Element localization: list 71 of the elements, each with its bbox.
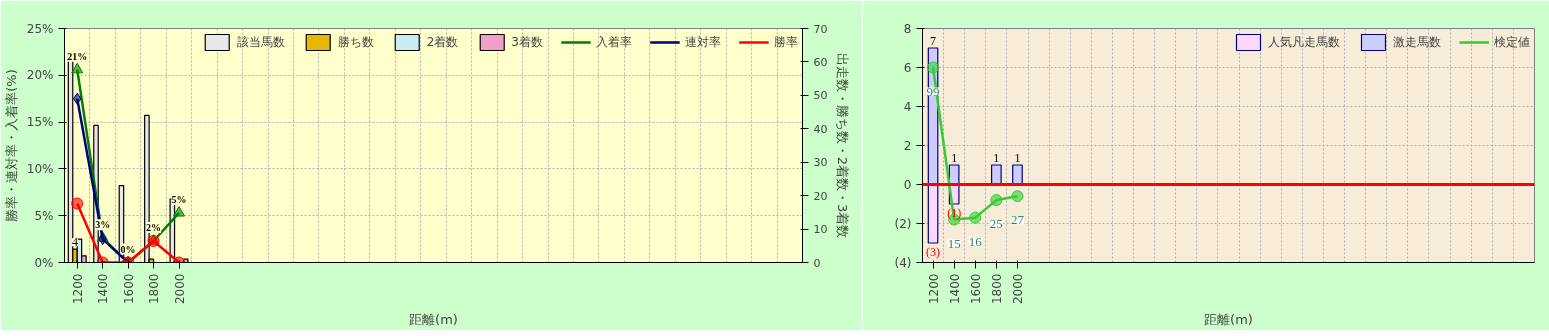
x-axis-title: 距離(m) bbox=[409, 312, 458, 328]
data-label: 1 bbox=[1014, 151, 1021, 165]
y-tick-label: 20% bbox=[26, 68, 54, 83]
x-tick-label: 1400 bbox=[947, 273, 962, 305]
data-label: 1 bbox=[993, 151, 1000, 165]
y2-tick-label: 20 bbox=[813, 189, 828, 203]
y-tick-label: 25% bbox=[26, 21, 54, 36]
y2-tick-label: 10 bbox=[813, 223, 828, 237]
y-tick-label: 4 bbox=[903, 99, 912, 114]
annotation: 99 bbox=[926, 83, 940, 99]
x-tick-label: 1400 bbox=[96, 273, 111, 305]
x-tick-label: 2000 bbox=[172, 273, 187, 305]
data-label: 1 bbox=[951, 151, 958, 165]
y2-tick-label: 50 bbox=[813, 89, 828, 103]
x-tick-label: 1600 bbox=[121, 273, 136, 305]
data-label: 2% bbox=[146, 221, 162, 233]
legend-label: 2着数 bbox=[426, 33, 459, 51]
point bbox=[969, 211, 982, 224]
point bbox=[71, 62, 84, 74]
bar bbox=[991, 164, 1002, 186]
point bbox=[927, 61, 940, 74]
annotation: 16 bbox=[968, 233, 983, 249]
legend-label: 入着率 bbox=[596, 33, 632, 51]
legend-label: 人気凡走馬数 bbox=[1268, 33, 1340, 51]
bar bbox=[1012, 164, 1023, 186]
y2-tick-label: 40 bbox=[813, 122, 828, 136]
point bbox=[1011, 190, 1024, 203]
annotation: 15 bbox=[947, 235, 961, 251]
point bbox=[173, 206, 186, 217]
y-tick-label: 15% bbox=[26, 115, 54, 130]
y2-tick-label: 60 bbox=[813, 55, 828, 69]
x-axis-title: 距離(m) bbox=[1204, 312, 1253, 328]
data-label: 0% bbox=[120, 243, 136, 255]
data-label: 5% bbox=[171, 193, 187, 205]
data-label: (3) bbox=[926, 245, 941, 259]
legend-label: 勝率 bbox=[774, 33, 798, 51]
point bbox=[990, 194, 1003, 207]
y-tick-label: 0% bbox=[34, 255, 54, 270]
y-axis-title: 勝率・連対率・入着率(%) bbox=[3, 69, 19, 222]
legend-label: 激走馬数 bbox=[1393, 33, 1441, 51]
y2-axis-title: 出走数・勝ち数・2着数・3着数 bbox=[835, 52, 851, 239]
legend-label: 連対率 bbox=[685, 33, 721, 51]
y-tick-label: 10% bbox=[26, 161, 54, 176]
legend-label: 検定値 bbox=[1494, 33, 1530, 51]
data-label: 3% bbox=[95, 219, 111, 231]
x-tick-label: 1200 bbox=[926, 273, 941, 305]
annotation: 25 bbox=[989, 216, 1003, 232]
x-tick-label: 1800 bbox=[147, 273, 162, 305]
y2-tick-label: 30 bbox=[813, 156, 828, 170]
data-label: 21% bbox=[67, 50, 88, 62]
legend-label: 3着数 bbox=[511, 33, 543, 51]
x-tick-label: 1200 bbox=[70, 273, 85, 305]
legend-label: 勝ち数 bbox=[337, 33, 374, 51]
point bbox=[71, 197, 84, 210]
y-tick-label: 2 bbox=[903, 138, 912, 153]
bar bbox=[927, 183, 939, 244]
x-tick-label: 1600 bbox=[968, 273, 983, 305]
y2-tick-label: 0 bbox=[813, 256, 821, 270]
y-tick-label: 6 bbox=[903, 60, 912, 75]
y-tick-label: 8 bbox=[903, 21, 912, 36]
annotation: 27 bbox=[1010, 212, 1025, 228]
x-tick-label: 1800 bbox=[989, 273, 1004, 305]
legend-label: 該当馬数 bbox=[236, 33, 285, 51]
y-tick-label: (4) bbox=[894, 255, 912, 270]
y-tick-label: 0 bbox=[903, 177, 912, 192]
y-tick-label: (2) bbox=[894, 216, 912, 231]
y2-tick-label: 70 bbox=[813, 22, 828, 36]
data-label: 4 bbox=[72, 235, 78, 250]
data-label: 7 bbox=[930, 34, 937, 48]
y-tick-label: 5% bbox=[34, 208, 54, 223]
x-tick-label: 2000 bbox=[1010, 273, 1025, 305]
